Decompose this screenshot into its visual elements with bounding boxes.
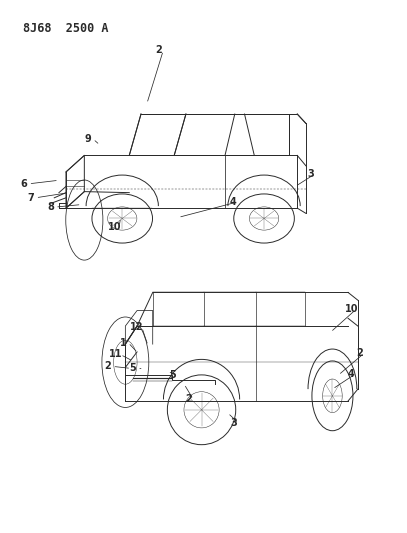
Text: 2: 2 bbox=[357, 348, 363, 358]
Text: 2: 2 bbox=[155, 45, 162, 55]
Text: 2: 2 bbox=[105, 361, 111, 372]
Text: 2: 2 bbox=[185, 394, 192, 405]
Text: 10: 10 bbox=[344, 304, 358, 314]
Text: 7: 7 bbox=[27, 193, 34, 203]
Text: 5: 5 bbox=[170, 370, 176, 380]
Text: 1: 1 bbox=[120, 337, 127, 348]
Text: 10: 10 bbox=[108, 222, 121, 232]
Text: 4: 4 bbox=[348, 369, 354, 378]
Text: 3: 3 bbox=[308, 168, 314, 179]
Text: 8: 8 bbox=[47, 202, 54, 212]
Text: 8J68  2500 A: 8J68 2500 A bbox=[23, 22, 109, 35]
Text: 9: 9 bbox=[85, 134, 92, 144]
Text: 12: 12 bbox=[130, 322, 144, 332]
Text: 4: 4 bbox=[230, 197, 236, 207]
Text: 3: 3 bbox=[231, 418, 237, 428]
Text: 6: 6 bbox=[20, 179, 27, 189]
Text: 5: 5 bbox=[129, 364, 136, 374]
Text: 11: 11 bbox=[109, 350, 123, 359]
